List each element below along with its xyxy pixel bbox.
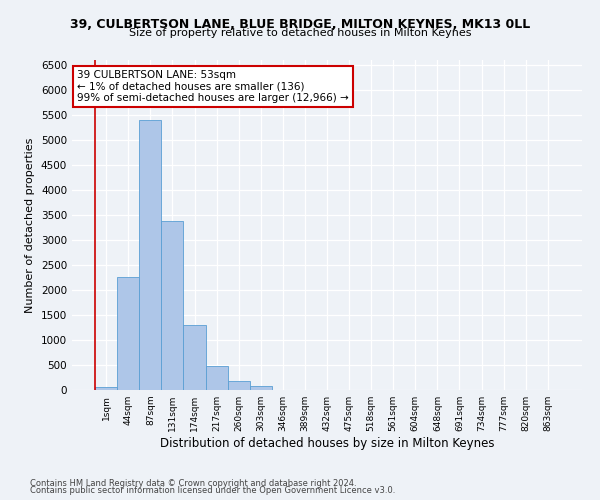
Text: 39, CULBERTSON LANE, BLUE BRIDGE, MILTON KEYNES, MK13 0LL: 39, CULBERTSON LANE, BLUE BRIDGE, MILTON… [70, 18, 530, 30]
Text: Size of property relative to detached houses in Milton Keynes: Size of property relative to detached ho… [129, 28, 471, 38]
Text: Contains HM Land Registry data © Crown copyright and database right 2024.: Contains HM Land Registry data © Crown c… [30, 478, 356, 488]
Bar [227, 380, 250, 390]
Text: 39 CULBERTSON LANE: 53sqm
← 1% of detached houses are smaller (136)
99% of semi-: 39 CULBERTSON LANE: 53sqm ← 1% of detach… [77, 70, 349, 103]
X-axis label: Distribution of detached houses by size in Milton Keynes: Distribution of detached houses by size … [160, 437, 494, 450]
Bar [139, 120, 161, 390]
Bar [95, 386, 117, 390]
Bar [184, 325, 206, 390]
Bar [161, 221, 184, 390]
Text: Contains public sector information licensed under the Open Government Licence v3: Contains public sector information licen… [30, 486, 395, 495]
Bar [250, 386, 272, 390]
Bar [206, 366, 227, 390]
Y-axis label: Number of detached properties: Number of detached properties [25, 138, 35, 312]
Bar [117, 276, 139, 390]
